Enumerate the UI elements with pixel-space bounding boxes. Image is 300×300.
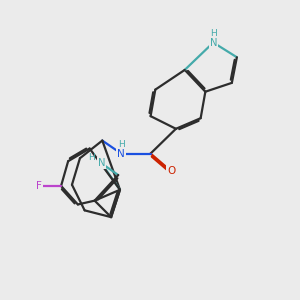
Text: H: H — [118, 140, 125, 149]
Text: N: N — [210, 38, 217, 47]
Text: N: N — [98, 158, 105, 168]
Text: H: H — [88, 153, 95, 162]
Text: H: H — [210, 29, 217, 38]
Text: F: F — [36, 181, 42, 191]
Text: N: N — [117, 148, 125, 158]
Text: O: O — [167, 166, 175, 176]
